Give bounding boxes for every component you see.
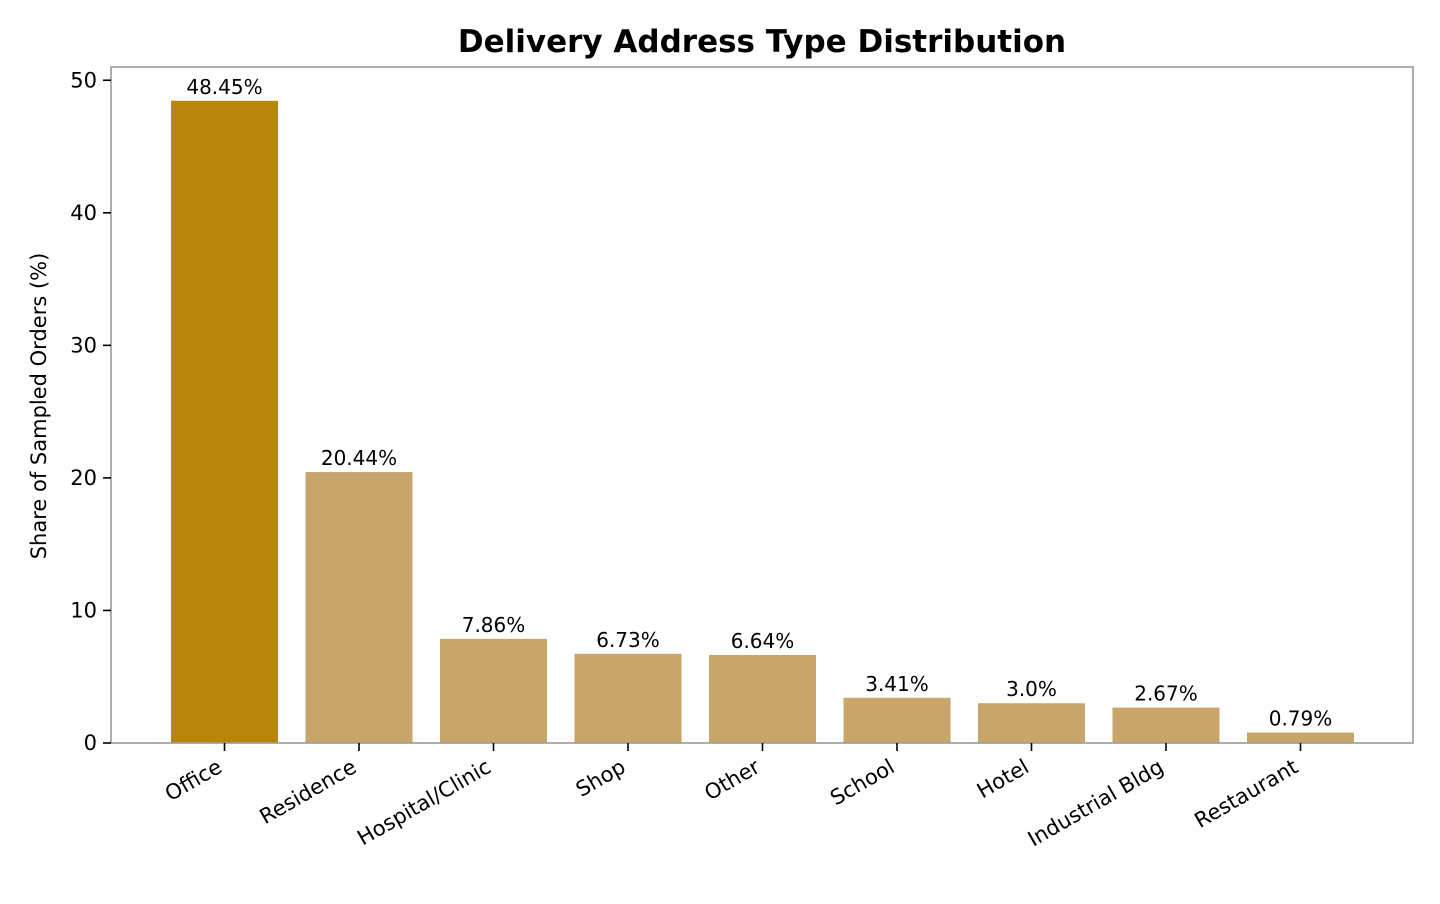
y-axis-label: Share of Sampled Orders (%) bbox=[27, 253, 51, 560]
x-tick-label: Shop bbox=[572, 755, 630, 802]
y-tick-label: 0 bbox=[84, 731, 97, 755]
data-label: 6.64% bbox=[731, 629, 795, 653]
y-tick-label: 50 bbox=[70, 68, 97, 92]
y-tick-label: 30 bbox=[70, 333, 97, 357]
x-tick-label: School bbox=[826, 755, 898, 811]
x-tick-label: Industrial Bldg bbox=[1024, 755, 1168, 852]
data-label: 2.67% bbox=[1134, 682, 1198, 706]
bar-hospital-clinic bbox=[440, 638, 547, 743]
y-tick-label: 20 bbox=[70, 466, 97, 490]
bar-shop bbox=[574, 653, 682, 743]
data-label: 7.86% bbox=[462, 613, 526, 637]
data-label: 20.44% bbox=[321, 446, 397, 470]
data-label: 3.0% bbox=[1006, 677, 1057, 701]
x-tick-label: Office bbox=[161, 755, 226, 806]
data-label: 6.73% bbox=[596, 628, 660, 652]
bar-school bbox=[843, 697, 951, 743]
x-tick-label: Residence bbox=[256, 755, 361, 829]
chart-title: Delivery Address Type Distribution bbox=[458, 24, 1066, 60]
bar-office bbox=[171, 100, 278, 744]
x-tick-label: Hospital/Clinic bbox=[353, 755, 495, 851]
bar-restaurant bbox=[1247, 732, 1354, 743]
data-label: 48.45% bbox=[186, 75, 262, 99]
bar-hotel bbox=[978, 703, 1085, 743]
bar-residence bbox=[305, 472, 413, 743]
y-tick-label: 40 bbox=[70, 201, 97, 225]
x-tick-label: Other bbox=[700, 754, 764, 805]
y-tick-label: 10 bbox=[70, 598, 97, 622]
plot-area: 48.45% 20.44% 7.86% 6.73% 6.64% 3.41% 3.0% 2.67… bbox=[70, 66, 1414, 852]
data-label: 3.41% bbox=[865, 672, 929, 696]
bar-other bbox=[709, 654, 816, 743]
bar-industrial-bldg bbox=[1112, 707, 1220, 743]
x-tick-label: Restaurant bbox=[1190, 755, 1302, 833]
data-label: 0.79% bbox=[1269, 707, 1333, 731]
x-tick-label: Hotel bbox=[973, 755, 1033, 804]
